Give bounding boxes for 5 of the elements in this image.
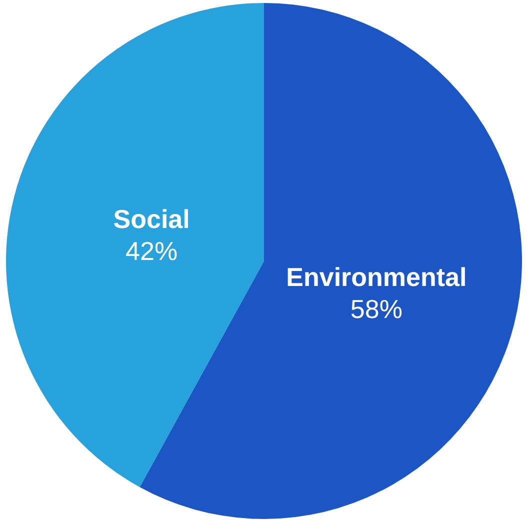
slice-label: Social <box>113 204 190 234</box>
data-label: 42% <box>126 236 178 266</box>
slice-label: Environmental <box>286 262 467 292</box>
data-label: 58% <box>350 294 402 324</box>
pie-slice <box>6 3 264 488</box>
